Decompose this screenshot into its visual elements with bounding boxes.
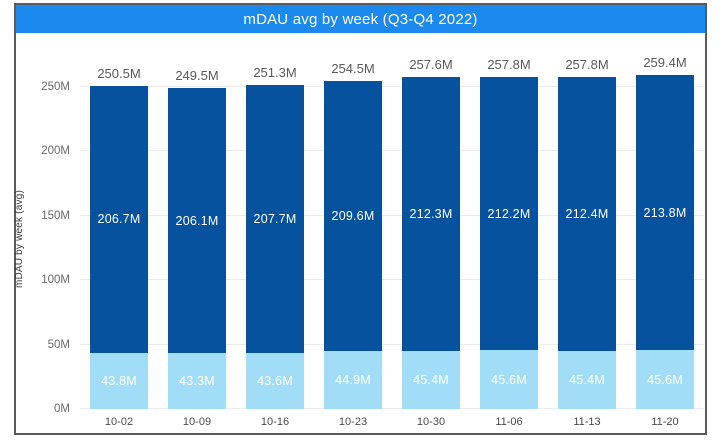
segment-value-label: 212.4M (565, 206, 609, 221)
bar-total-label: 257.8M (487, 56, 531, 72)
bar-segment-dark: 207.7M (246, 85, 304, 353)
y-tick-label: 0M (54, 403, 70, 415)
bar-segment-light: 44.9M (324, 351, 382, 409)
bar-segment-dark: 212.3M (402, 77, 460, 351)
stacked-bar: 212.4M 45.4M (558, 76, 616, 409)
bar-segment-dark: 212.2M (480, 76, 538, 351)
bar-segment-light: 43.3M (168, 353, 226, 409)
bar-column: 254.5M 209.6M 44.9M (314, 44, 392, 409)
bar-column: 257.8M 212.4M 45.4M (548, 44, 626, 409)
bar-column: 257.6M 212.3M 45.4M (392, 44, 470, 409)
segment-value-label: 45.4M (569, 372, 605, 387)
x-tick-label: 10-30 (416, 416, 446, 428)
y-tick-label: 150M (41, 209, 70, 222)
y-tick-label: 200M (41, 145, 70, 158)
bar-segment-dark: 212.4M (558, 76, 616, 351)
bar-column: 259.4M 213.8M 45.6M (626, 44, 704, 409)
stacked-bar: 212.3M 45.4M (402, 77, 460, 409)
gridline (80, 343, 704, 345)
y-tick-label: 250M (41, 81, 70, 93)
x-axis: 10-02 10-09 10-16 10-23 10-30 11-06 11-13 11-20 (80, 409, 704, 432)
chart-card: mDAU avg by week (Q3-Q4 2022) mDAU by we… (14, 3, 707, 435)
bar-total-label: 254.5M (331, 61, 375, 77)
stacked-bar: 207.7M 43.6M (246, 85, 304, 409)
segment-value-label: 212.2M (487, 206, 531, 221)
segment-value-label: 213.8M (643, 205, 687, 220)
gridline (80, 214, 704, 216)
segment-value-label: 45.4M (413, 372, 449, 387)
bar-total-label: 251.3M (253, 65, 297, 81)
segment-value-label: 209.6M (331, 209, 375, 224)
bar-segment-light: 43.6M (246, 352, 304, 409)
y-tick-label: 100M (41, 274, 70, 287)
bar-segment-light: 45.4M (558, 350, 616, 409)
y-axis: 0M 50M 100M 150M 200M 250M (16, 44, 76, 415)
segment-value-label: 207.7M (253, 212, 297, 227)
bar-total-label: 257.6M (409, 57, 453, 73)
gridline (80, 86, 704, 87)
segment-value-label: 206.7M (97, 212, 141, 227)
segment-value-label: 44.9M (335, 373, 371, 388)
chart-title: mDAU avg by week (Q3-Q4 2022) (243, 10, 478, 28)
x-tick-label: 11-06 (495, 416, 523, 428)
gridline (80, 279, 704, 281)
bar-segment-dark: 206.1M (168, 87, 226, 354)
bar-segment-light: 43.8M (90, 352, 148, 409)
gridline (80, 150, 704, 152)
bar-column: 249.5M 206.1M 43.3M (158, 44, 236, 409)
bar-total-label: 259.4M (643, 54, 687, 70)
segment-value-label: 43.8M (101, 373, 137, 388)
segment-value-label: 45.6M (647, 372, 683, 387)
bar-segment-light: 45.6M (636, 350, 694, 409)
stacked-bar: 212.2M 45.6M (480, 76, 538, 409)
bar-segment-dark: 206.7M (90, 86, 148, 353)
bar-total-label: 250.5M (97, 66, 141, 82)
bar-column: 250.5M 206.7M 43.8M (80, 44, 158, 409)
chart-title-bar: mDAU avg by week (Q3-Q4 2022) (16, 5, 705, 33)
x-tick-label: 10-16 (260, 416, 290, 428)
stacked-bar: 209.6M 44.9M (324, 81, 382, 409)
segment-value-label: 43.3M (179, 374, 215, 389)
bar-segment-dark: 213.8M (636, 74, 694, 351)
x-tick-label: 10-23 (338, 416, 368, 428)
y-tick-label: 50M (47, 338, 70, 351)
bar-column: 257.8M 212.2M 45.6M (470, 44, 548, 409)
segment-value-label: 43.6M (257, 373, 293, 388)
segment-value-label: 45.6M (491, 372, 527, 387)
x-tick-label: 10-02 (104, 416, 134, 428)
x-tick-label: 11-13 (573, 416, 601, 428)
bar-segment-light: 45.4M (402, 350, 460, 409)
stacked-bar: 206.1M 43.3M (168, 87, 226, 409)
bar-column: 251.3M 207.7M 43.6M (236, 44, 314, 409)
bar-total-label: 249.5M (175, 67, 219, 83)
chart-area: mDAU by week (avg) 0M 50M 100M 150M 200M 250M… (14, 33, 705, 432)
stacked-bar: 213.8M 45.6M (636, 74, 694, 409)
segment-value-label: 206.1M (175, 213, 219, 228)
bar-segment-light: 45.6M (480, 350, 538, 409)
plot-area: 250.5M 206.7M 43.8M 249.5M 206.1M 43.3M 251.3M… (80, 44, 704, 409)
x-tick-label: 11-20 (651, 416, 679, 428)
x-tick-label: 10-09 (182, 416, 212, 428)
bar-segment-dark: 209.6M (324, 81, 382, 352)
segment-value-label: 212.3M (409, 206, 453, 221)
bar-total-label: 257.8M (565, 56, 609, 72)
gridline (80, 408, 704, 409)
stacked-bar: 206.7M 43.8M (90, 86, 148, 409)
